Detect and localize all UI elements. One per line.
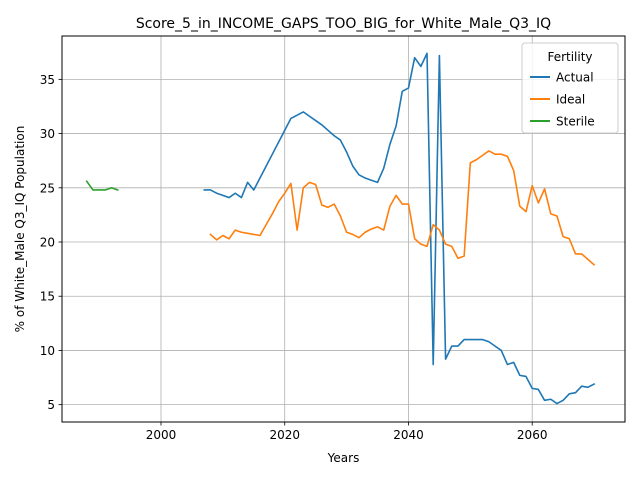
series-line-sterile	[85, 180, 119, 191]
y-tick-label: 10	[40, 344, 55, 358]
x-tick-label: 2040	[393, 428, 424, 442]
legend-label-actual: Actual	[556, 71, 594, 85]
y-tick-label: 30	[40, 127, 55, 141]
y-tick-label: 20	[40, 236, 55, 250]
y-axis-ticks: 5 10 15 20 25 30 35	[40, 73, 62, 412]
y-axis-label: % of White_Male Q3_IQ Population	[13, 126, 27, 333]
chart-title: Score_5_in_INCOME_GAPS_TOO_BIG_for_White…	[136, 16, 551, 32]
x-axis-label: Years	[327, 451, 360, 465]
series-line-actual	[203, 52, 596, 405]
legend-label-ideal: Ideal	[556, 93, 585, 107]
legend-box	[521, 42, 619, 134]
x-tick-label: 2020	[269, 428, 300, 442]
x-axis-ticks: 2000 2020 2040 2060	[146, 422, 548, 442]
legend-label-sterile: Sterile	[556, 115, 595, 129]
series-lines	[85, 52, 596, 405]
y-tick-label: 5	[47, 398, 55, 412]
legend: Fertility Actual Ideal Sterile	[521, 42, 619, 134]
plot-frame	[61, 35, 626, 423]
legend-title: Fertility	[547, 50, 592, 64]
x-tick-label: 2060	[517, 428, 548, 442]
y-tick-label: 25	[40, 181, 55, 195]
series-line-ideal	[209, 150, 596, 266]
y-tick-label: 15	[40, 290, 55, 304]
x-tick-label: 2000	[146, 428, 177, 442]
y-tick-label: 35	[40, 73, 55, 87]
